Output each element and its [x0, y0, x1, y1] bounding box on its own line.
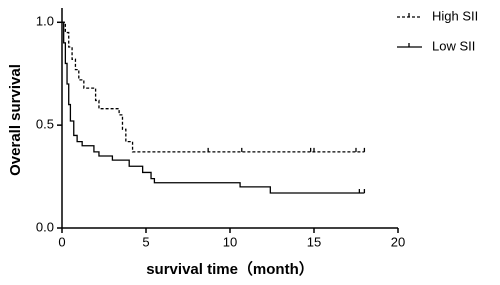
y-axis-title: Overall survival	[7, 64, 24, 176]
y-tick-label: 1.0	[36, 14, 54, 29]
survival-curve	[62, 21, 365, 194]
survival-curve	[62, 21, 365, 153]
legend-label: Low SII	[432, 38, 475, 53]
y-tick-label: 0.0	[36, 219, 54, 234]
x-axis-title: survival time（month）	[146, 260, 314, 278]
x-tick-label: 5	[142, 234, 149, 249]
x-tick-label: 0	[58, 234, 65, 249]
x-tick-label: 20	[391, 234, 405, 249]
y-tick-label: 0.5	[36, 117, 54, 132]
x-tick-label: 10	[223, 234, 237, 249]
legend-label: High SII	[432, 8, 478, 23]
x-tick-label: 15	[307, 234, 321, 249]
